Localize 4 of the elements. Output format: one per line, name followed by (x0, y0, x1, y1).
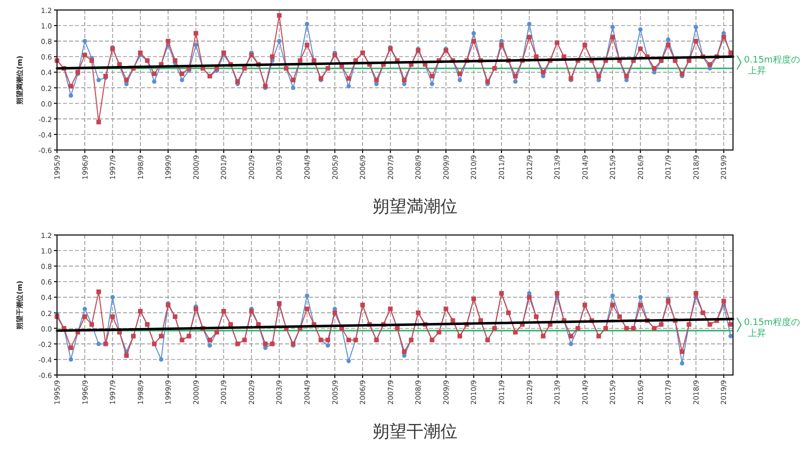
text: 朔望満潮位 (372, 197, 458, 217)
annotation: 0.15m程度の上昇 (744, 54, 800, 76)
text: 朔望干潮位 (372, 422, 458, 442)
annotation: 0.15m程度の上昇 (744, 316, 800, 339)
